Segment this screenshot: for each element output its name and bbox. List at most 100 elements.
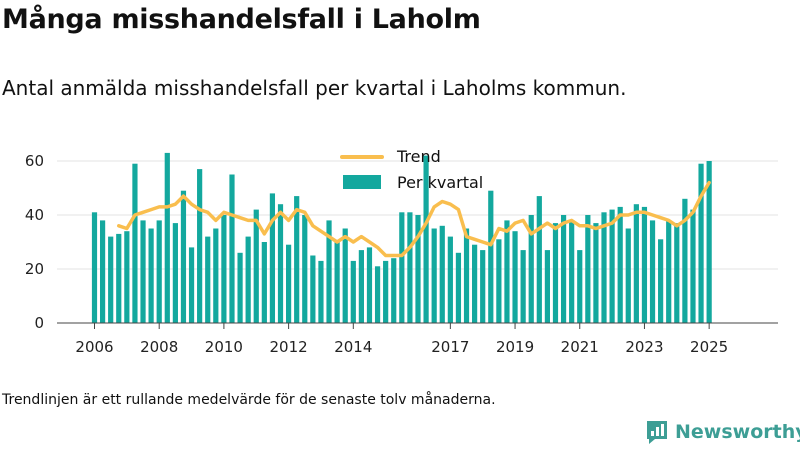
bar	[706, 161, 712, 323]
x-tick-label: 2006	[75, 338, 113, 356]
trend-line-path	[117, 180, 711, 258]
bar	[383, 260, 389, 323]
chart-subtitle: Antal anmälda misshandelsfall per kvarta…	[2, 76, 627, 100]
bar	[690, 209, 696, 323]
bar	[253, 209, 259, 323]
x-tick-label: 2008	[140, 338, 178, 356]
bar	[480, 250, 486, 323]
bar	[601, 212, 607, 323]
bar	[407, 212, 413, 323]
bar	[221, 215, 227, 323]
bar	[294, 196, 300, 323]
x-axis: 2006 2008 2010 2012 2014 2017 2019 2021 2023 2025	[57, 322, 778, 356]
bar	[423, 155, 429, 323]
y-tick-label: 40	[25, 206, 44, 224]
bar	[132, 163, 138, 323]
bar	[431, 228, 437, 323]
x-tick-label: 2017	[431, 338, 469, 356]
x-tick-label: 2014	[334, 338, 372, 356]
bar	[245, 236, 251, 323]
bar	[528, 215, 534, 323]
bar	[439, 225, 445, 323]
bar	[326, 220, 332, 323]
bar	[617, 206, 623, 323]
bar	[520, 250, 526, 323]
bar	[99, 220, 106, 323]
bar	[374, 266, 381, 323]
footnote: Trendlinjen är ett rullande medelvärde f…	[2, 392, 496, 408]
chart-title: Många misshandelsfall i Laholm	[2, 4, 481, 35]
bar	[560, 215, 567, 323]
bar	[472, 244, 478, 323]
bar	[269, 193, 276, 323]
bar	[310, 255, 316, 323]
bar	[593, 223, 599, 323]
x-tick-label: 2010	[205, 338, 243, 356]
legend-bar-label: Per kvartal	[397, 173, 483, 192]
bar	[488, 190, 494, 323]
bar	[569, 220, 575, 323]
bar	[261, 242, 267, 323]
trend-line	[117, 180, 711, 258]
bar	[455, 252, 462, 323]
bar	[649, 220, 656, 323]
bar	[197, 169, 203, 323]
bar	[318, 260, 324, 323]
bar	[609, 209, 615, 323]
bar	[625, 228, 631, 323]
bar	[658, 239, 664, 323]
bar	[156, 220, 162, 323]
bar	[577, 250, 583, 323]
brand-logo: Newsworthy	[645, 419, 800, 445]
chart: 0 20 40 60 2006 2008 2010 2012 2014 2017 2019 2021…	[25, 147, 778, 356]
bar	[350, 260, 356, 323]
y-axis: 0 20 40 60	[25, 152, 44, 332]
bar	[496, 239, 502, 323]
bar	[286, 244, 292, 323]
bar	[188, 247, 195, 323]
bar	[391, 258, 397, 323]
bar	[108, 236, 114, 323]
y-tick-label: 60	[25, 152, 44, 170]
bar	[229, 174, 235, 323]
y-tick-label: 20	[25, 260, 44, 278]
bar	[342, 228, 348, 323]
bar	[633, 204, 639, 323]
bar	[366, 247, 373, 323]
newsworthy-icon	[647, 421, 667, 444]
bar	[172, 223, 178, 323]
bar	[512, 231, 518, 323]
legend-bar-swatch	[343, 175, 381, 189]
y-tick-label: 0	[34, 314, 44, 332]
bar	[447, 236, 453, 323]
bar	[140, 220, 146, 323]
bar	[237, 252, 243, 323]
legend: Trend Per kvartal	[340, 147, 483, 192]
x-tick-label: 2021	[561, 338, 599, 356]
bar	[180, 190, 187, 323]
bar	[463, 228, 470, 323]
bar	[552, 223, 559, 323]
bar	[358, 250, 364, 323]
bar	[698, 163, 704, 323]
x-tick-label: 2025	[690, 338, 728, 356]
bar	[399, 212, 405, 323]
bar	[148, 228, 154, 323]
bar	[504, 220, 510, 323]
bar	[213, 228, 219, 323]
bar	[124, 231, 130, 323]
bar	[91, 212, 98, 323]
bar	[302, 215, 308, 323]
bar	[334, 242, 340, 323]
legend-trend-label: Trend	[396, 147, 441, 166]
bar	[641, 206, 648, 323]
bar	[674, 223, 680, 323]
bar	[544, 250, 550, 323]
x-tick-label: 2012	[270, 338, 308, 356]
bar	[666, 220, 672, 323]
brand-name: Newsworthy	[675, 421, 800, 443]
bar	[277, 204, 284, 323]
bar	[205, 236, 211, 323]
bars	[91, 152, 712, 323]
bar	[682, 198, 688, 323]
